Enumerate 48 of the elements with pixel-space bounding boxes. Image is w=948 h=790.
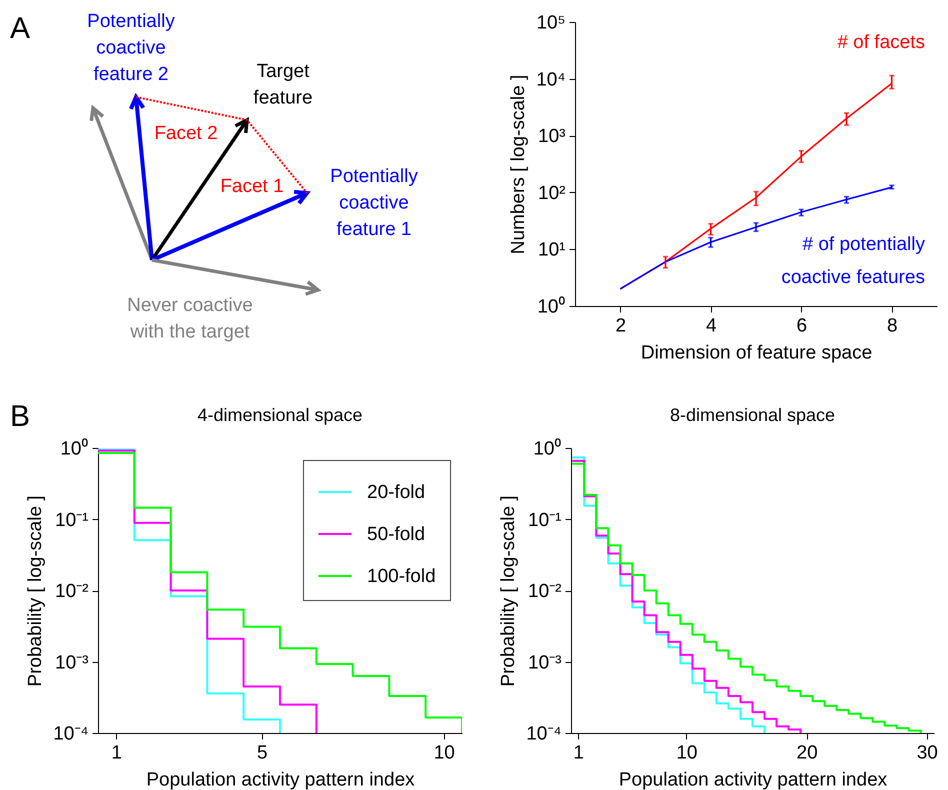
text: Potentially coactive feature 1 [330, 166, 418, 240]
x-tick-label: 30 [916, 742, 938, 764]
y-tick-label: 10⁻¹ [55, 510, 88, 531]
y-tick-label: 10⁻³ [55, 652, 88, 674]
x-axis-title: Population activity pattern index [618, 770, 888, 790]
chart-title: 4-dimensional space [197, 405, 363, 425]
y-tick-label: 10⁻⁴ [526, 724, 562, 744]
y-tick-label: 10⁻⁴ [53, 724, 88, 744]
x-tick-label: 2 [615, 316, 626, 336]
text: Facet 1 [220, 176, 284, 197]
x-tick-label: 6 [796, 316, 808, 336]
y-tick-label: 10⁻¹ [528, 510, 562, 531]
x-tick-label: 1 [573, 742, 584, 764]
y-axis-title: Numbers [ log-scale ] [508, 74, 530, 254]
y-tick-label: 10³ [538, 126, 566, 148]
y-tick-label: 10¹ [538, 240, 566, 261]
x-tick-label: 20 [796, 742, 818, 764]
text: Facet 2 [154, 123, 218, 144]
text: Never coactive with the target [127, 295, 253, 342]
legend-label: 100-fold [367, 566, 436, 587]
y-tick-label: 10⁻² [528, 581, 562, 602]
text: Potentially coactive feature 2 [87, 11, 176, 85]
y-tick-label: 10⁻³ [528, 652, 562, 674]
x-tick-label: 8 [886, 316, 898, 336]
y-tick-label: 10⁰ [533, 438, 562, 460]
x-axis-title: Population activity pattern index [146, 770, 416, 790]
y-tick-label: 10⁰ [537, 296, 566, 318]
y-axis-title: Probability [ log-scale ] [498, 495, 520, 687]
x-axis-title: Dimension of feature space [640, 342, 872, 364]
x-tick-label: 4 [706, 316, 717, 336]
y-tick-label: 10⁻² [55, 581, 88, 602]
text: # of facets [837, 32, 925, 53]
legend-label: 50-fold [367, 524, 426, 545]
text: B [10, 400, 30, 433]
legend-label: 20-fold [367, 482, 426, 503]
y-tick-label: 10⁵ [536, 12, 566, 34]
y-axis-title: Probability [ log-scale ] [25, 495, 46, 687]
text: A [10, 12, 30, 45]
x-tick-label: 5 [257, 742, 268, 764]
x-tick-label: 10 [434, 742, 455, 764]
y-tick-label: 10⁰ [60, 438, 88, 460]
y-tick-label: 10⁴ [536, 69, 566, 90]
x-tick-label: 1 [111, 742, 122, 764]
chart-title: 8-dimensional space [670, 405, 836, 425]
text: Target feature [253, 61, 313, 108]
y-tick-label: 10² [538, 182, 566, 204]
series-label: # of potentially coactive features [781, 234, 926, 288]
x-tick-label: 10 [676, 742, 698, 764]
